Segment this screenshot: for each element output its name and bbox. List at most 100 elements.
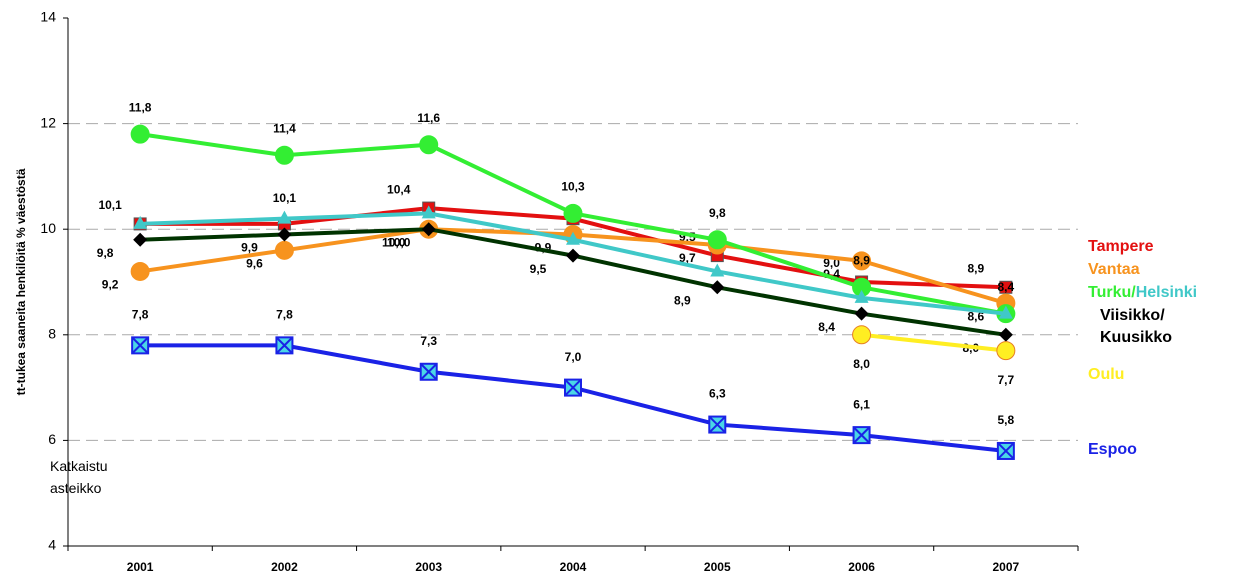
marker (131, 336, 150, 355)
marker-shape (854, 306, 869, 321)
marker (421, 205, 436, 219)
data-label: 11,8 (129, 100, 152, 114)
x-tick-label: 2005 (704, 560, 731, 574)
marker-shape (852, 325, 872, 345)
data-label: 7,7 (998, 373, 1015, 387)
marker-shape (710, 280, 725, 295)
x-tick-label: 2004 (560, 560, 587, 574)
legend-entry: Viisikko/ Kuusikko (1100, 305, 1200, 349)
marker-shape (133, 215, 148, 229)
data-label: 8,9 (853, 253, 870, 267)
x-tick-label: 2003 (415, 560, 442, 574)
data-label: 7,3 (420, 334, 437, 348)
marker (564, 378, 582, 397)
data-label: 10,0 (382, 235, 406, 249)
y-tick-label: 8 (48, 326, 56, 342)
marker-shape (563, 203, 583, 223)
marker-shape (997, 442, 1015, 460)
marker (277, 210, 292, 224)
data-label: 10,1 (273, 191, 297, 205)
marker-shape (998, 305, 1013, 319)
legend-entry: Turku/Helsinki (1088, 282, 1197, 304)
marker (275, 336, 294, 355)
marker (130, 261, 150, 281)
marker-shape (274, 145, 294, 165)
marker (130, 124, 150, 144)
marker-shape (564, 378, 582, 397)
legend-label: Helsinki (1135, 284, 1198, 301)
marker-shape (854, 289, 869, 303)
y-tick-label: 12 (40, 114, 56, 130)
data-label: 8,4 (998, 280, 1015, 294)
marker-shape (707, 230, 727, 250)
marker-shape (130, 124, 150, 144)
marker (852, 426, 871, 445)
data-label: 10,0 (387, 235, 411, 249)
y-tick-label: 10 (40, 220, 56, 236)
marker (277, 227, 292, 242)
marker (421, 222, 436, 237)
marker (854, 306, 869, 321)
legend-entry: Vantaa (1088, 259, 1140, 281)
marker-shape (708, 415, 726, 434)
data-label: 5,8 (998, 413, 1015, 427)
marker (998, 327, 1013, 342)
marker (708, 415, 727, 434)
data-label: 9,2 (102, 278, 119, 292)
marker-shape (133, 232, 148, 247)
data-label: 10,1 (98, 198, 122, 212)
marker (999, 280, 1013, 294)
marker (852, 251, 872, 271)
x-tick-label: 2006 (848, 560, 875, 574)
marker (274, 240, 294, 260)
data-label: 10,3 (561, 180, 585, 194)
legend-entry: Tampere (1088, 236, 1154, 258)
marker (274, 145, 294, 165)
marker-shape (274, 240, 294, 260)
data-label: 9,7 (679, 251, 696, 265)
data-label: 6,1 (853, 397, 870, 411)
marker-shape (277, 227, 292, 242)
data-label: 9,6 (246, 256, 263, 270)
data-label: 7,0 (565, 350, 582, 364)
marker-shape (852, 426, 871, 444)
marker (419, 135, 439, 155)
marker (566, 248, 580, 263)
marker-shape (710, 263, 725, 277)
legend-label: Viisikko/ Kuusikko (1100, 307, 1173, 346)
y-axis-label: tt-tukea saaneita henkilöitä % väestöstä (14, 168, 28, 395)
marker-shape (420, 363, 438, 381)
marker (710, 263, 725, 277)
legend-entry: Oulu (1088, 364, 1124, 386)
data-label: 8,9 (968, 261, 985, 275)
marker (566, 231, 580, 245)
marker-shape (130, 261, 150, 281)
legend-label: Oulu (1088, 366, 1125, 383)
marker-shape (566, 248, 580, 263)
data-label: 11,4 (273, 121, 296, 135)
legend-label: Tampere (1088, 238, 1154, 255)
x-tick-label: 2002 (271, 560, 298, 574)
marker (996, 441, 1015, 460)
y-tick-label: 14 (40, 9, 56, 25)
data-label: 8,9 (674, 293, 691, 307)
y-tick-label: 6 (48, 431, 56, 447)
y-tick-label: 4 (48, 537, 56, 553)
series-line (861, 332, 1007, 353)
marker (852, 325, 872, 345)
marker (854, 289, 869, 303)
marker (998, 305, 1013, 319)
marker-shape (421, 222, 436, 237)
data-label: 9,8 (97, 246, 114, 260)
data-label: 7,8 (276, 308, 293, 322)
data-label: 9,5 (530, 262, 547, 276)
marker (419, 362, 438, 381)
x-tick-label: 2007 (993, 560, 1020, 574)
data-label: 6,3 (709, 387, 726, 401)
marker (563, 203, 583, 223)
marker-shape (277, 210, 292, 224)
marker (707, 230, 727, 250)
marker-shape (275, 336, 294, 355)
